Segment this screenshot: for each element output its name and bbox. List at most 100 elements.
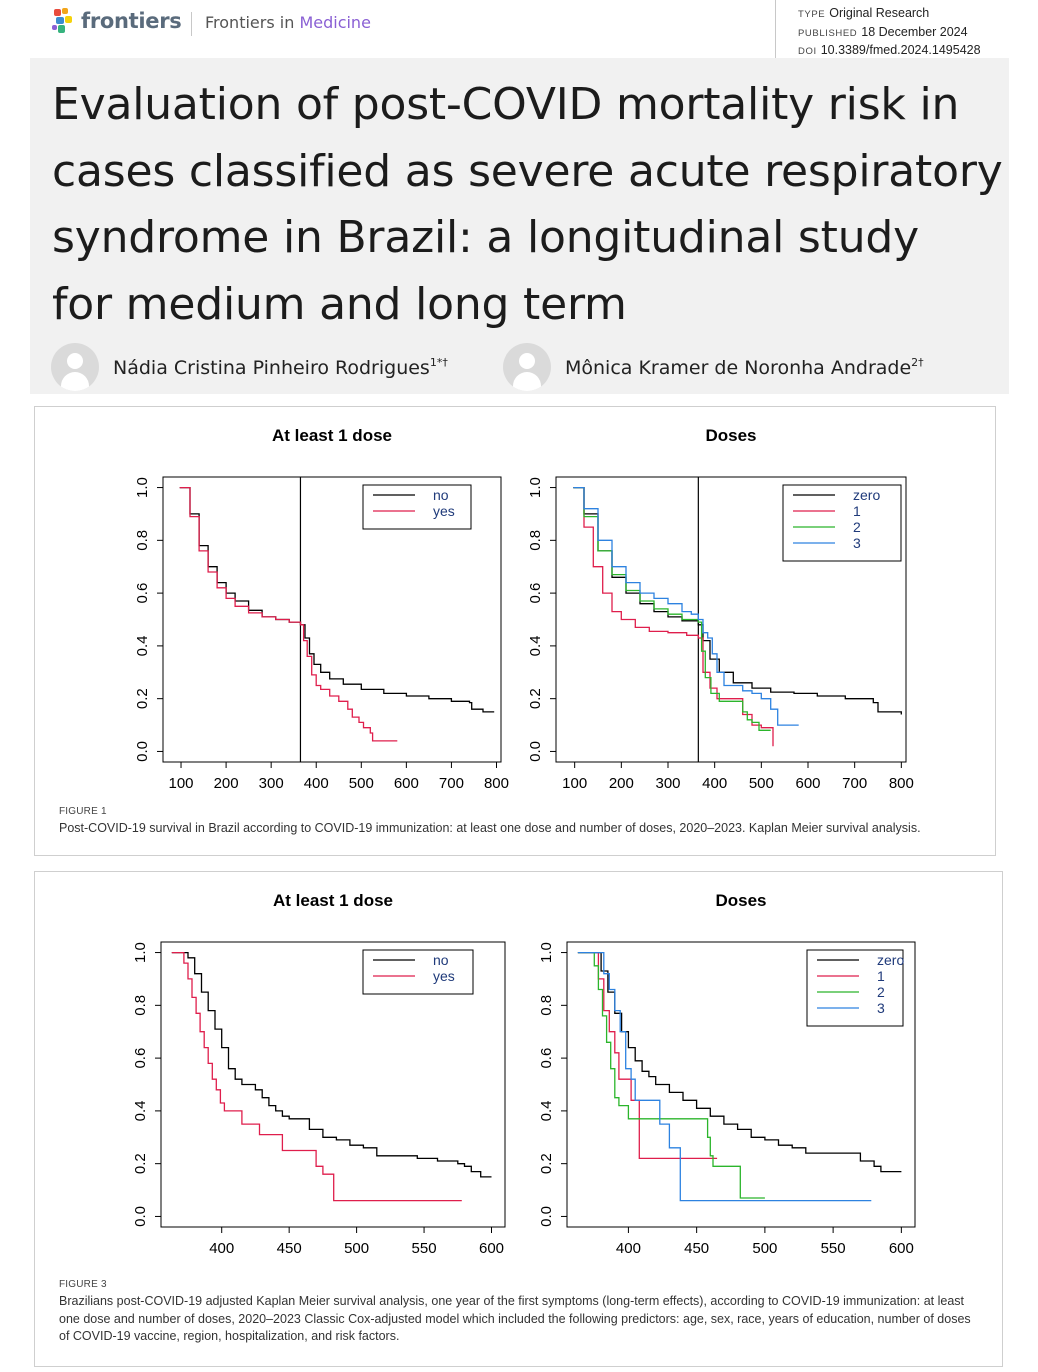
legend-label: zero — [877, 952, 904, 968]
legend-box — [362, 949, 474, 995]
x-tick-label: 450 — [684, 1240, 709, 1257]
avatar-icon — [51, 343, 99, 391]
y-tick-label: 0.8 — [132, 995, 149, 1016]
x-tick-label: 500 — [752, 1240, 777, 1257]
meta-type-label: TYPE — [798, 9, 826, 20]
journal-section: Medicine — [299, 13, 371, 32]
y-tick-label: 0.0 — [527, 741, 544, 762]
series-line-zero — [577, 951, 902, 1173]
x-tick-label: 800 — [484, 775, 509, 792]
frontiers-logo-icon — [52, 8, 76, 34]
author-1[interactable]: Nádia Cristina Pinheiro Rodrigues1*† — [51, 343, 448, 391]
y-tick-label: 0.6 — [527, 583, 544, 604]
meta-published-value: 18 December 2024 — [861, 24, 968, 39]
y-tick-label: 0.4 — [527, 635, 544, 656]
frontiers-logo[interactable]: frontiers — [52, 8, 182, 34]
x-tick-label: 300 — [655, 775, 680, 792]
x-tick-label: 700 — [842, 775, 867, 792]
y-tick-label: 0.2 — [527, 688, 544, 709]
journal-prefix: Frontiers in — [205, 13, 300, 32]
chart-title: At least 1 dose — [273, 891, 393, 910]
series-line-yes — [171, 951, 462, 1202]
legend-label: 1 — [877, 968, 885, 984]
y-tick-label: 0.2 — [132, 1153, 149, 1174]
x-tick-label: 550 — [412, 1240, 437, 1257]
km-chart: Doses 100 200 300 400 500 600 700 800 0.0 0.2 0.4 0.… — [527, 426, 914, 792]
figure-3-caption: Brazilians post-COVID-19 adjusted Kaplan… — [59, 1294, 971, 1343]
meta-published-label: PUBLISHED — [798, 27, 858, 39]
y-tick-label: 0.0 — [134, 741, 151, 762]
figure-1-label: FIGURE 1 — [59, 806, 107, 817]
author-name[interactable]: Mônica Kramer de Noronha Andrade2† — [565, 356, 924, 379]
x-tick-label: 550 — [821, 1240, 846, 1257]
km-chart: At least 1 dose 400 450 500 550 600 0.0 0.2 0.4 0… — [132, 891, 506, 1257]
chart-title: At least 1 dose — [272, 426, 392, 445]
plot-frame — [160, 941, 506, 1228]
article-title: Evaluation of post-COVID mortality risk … — [52, 72, 1007, 338]
x-tick-label: 200 — [609, 775, 634, 792]
y-tick-label: 0.2 — [134, 688, 151, 709]
y-tick-label: 0.6 — [134, 583, 151, 604]
chart-title: Doses — [715, 891, 766, 910]
x-tick-label: 400 — [616, 1240, 641, 1257]
y-tick-label: 0.8 — [527, 530, 544, 551]
meta-type: TYPE Original Research — [798, 5, 981, 24]
x-tick-label: 300 — [259, 775, 284, 792]
journal-header: frontiers Frontiers in Medicine TYPE Orig… — [0, 0, 1038, 58]
author-name-text: Mônica Kramer de Noronha Andrade — [565, 356, 912, 379]
y-tick-label: 0.4 — [134, 635, 151, 656]
meta-doi-value[interactable]: 10.3389/fmed.2024.1495428 — [820, 43, 981, 57]
meta-doi[interactable]: DOI 10.3389/fmed.2024.1495428 — [798, 42, 981, 61]
title-line: cases classified as severe acute respira… — [52, 145, 1003, 197]
y-tick-label: 0.2 — [538, 1153, 555, 1174]
series-line-3 — [573, 486, 799, 726]
legend-label: no — [433, 952, 449, 968]
chart-title: Doses — [705, 426, 756, 445]
y-tick-label: 1.0 — [134, 477, 151, 498]
y-tick-label: 0.0 — [538, 1206, 555, 1227]
legend-box — [362, 484, 472, 530]
meta-published: PUBLISHED 18 December 2024 — [798, 24, 981, 43]
series-line-2 — [577, 951, 765, 1199]
journal-name[interactable]: Frontiers in Medicine — [205, 13, 371, 32]
title-line: Evaluation of post-COVID mortality risk … — [52, 79, 960, 130]
x-tick-label: 400 — [702, 775, 727, 792]
x-tick-label: 600 — [795, 775, 820, 792]
figure-3-label: FIGURE 3 — [59, 1279, 107, 1290]
title-block: Evaluation of post-COVID mortality risk … — [30, 58, 1009, 394]
x-tick-label: 500 — [349, 775, 374, 792]
x-tick-label: 450 — [277, 1240, 302, 1257]
header-divider — [191, 12, 192, 36]
figure-1: At least 1 dose 100 200 300 400 500 600 700 800 0… — [34, 406, 996, 856]
series-line-3 — [577, 951, 872, 1202]
legend-label: 3 — [877, 1000, 885, 1016]
series-line-2 — [573, 486, 771, 731]
author-name[interactable]: Nádia Cristina Pinheiro Rodrigues1*† — [113, 356, 448, 379]
x-tick-label: 100 — [169, 775, 194, 792]
legend-label: 2 — [877, 984, 885, 1000]
series-line-no — [171, 951, 492, 1178]
figure-1-plots: At least 1 dose 100 200 300 400 500 600 700 800 0… — [134, 426, 914, 792]
x-tick-label: 500 — [344, 1240, 369, 1257]
x-tick-label: 400 — [209, 1240, 234, 1257]
author-2[interactable]: Mônica Kramer de Noronha Andrade2† — [503, 343, 924, 391]
legend-label: zero — [853, 487, 880, 503]
legend-label: 1 — [853, 503, 861, 519]
logo-wordmark: frontiers — [81, 9, 182, 33]
x-tick-label: 700 — [439, 775, 464, 792]
plot-frame — [162, 476, 502, 763]
meta-doi-label: DOI — [798, 46, 817, 57]
legend-label: 2 — [853, 519, 861, 535]
legend-box — [782, 484, 902, 562]
y-tick-label: 0.0 — [132, 1206, 149, 1227]
x-tick-label: 800 — [889, 775, 914, 792]
legend-label: 3 — [853, 535, 861, 551]
km-chart: Doses 400 450 500 550 600 0.0 0.2 0.4 0.6 0.8 1.0 ze… — [538, 891, 916, 1257]
avatar-icon — [503, 343, 551, 391]
legend-label: yes — [433, 968, 455, 984]
y-tick-label: 0.6 — [538, 1048, 555, 1069]
author-affiliation: 2† — [911, 355, 924, 369]
y-tick-label: 0.6 — [132, 1048, 149, 1069]
x-tick-label: 600 — [479, 1240, 504, 1257]
title-line: syndrome in Brazil: a longitudinal study — [52, 212, 919, 263]
